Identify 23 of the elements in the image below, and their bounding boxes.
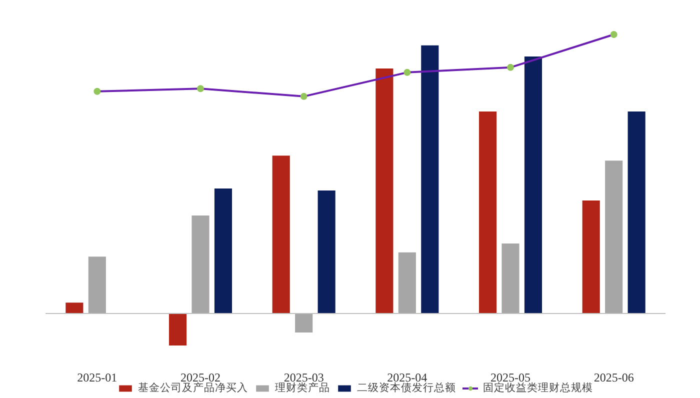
- bar: [272, 156, 290, 314]
- bar: [66, 302, 84, 314]
- bar: [192, 216, 210, 314]
- bar: [88, 256, 106, 314]
- legend-label: 二级资本债发行总额: [357, 381, 456, 395]
- bar: [376, 68, 394, 314]
- bar: [398, 252, 416, 314]
- x-tick-label: 2025-01: [77, 370, 118, 384]
- bar: [168, 313, 187, 346]
- legend-label: 理财类产品: [275, 381, 330, 395]
- bar: [582, 200, 600, 314]
- bar: [295, 313, 313, 332]
- bar: [421, 45, 439, 314]
- bar: [524, 56, 542, 314]
- bar: [502, 243, 520, 314]
- bar: [214, 188, 232, 314]
- x-tick-label: 2025-06: [594, 370, 634, 384]
- bar: [605, 160, 623, 314]
- bar: [478, 111, 497, 314]
- legend-label: 固定收益类理财总规模: [483, 381, 593, 395]
- bar: [628, 111, 646, 314]
- bar: [318, 190, 336, 314]
- legend-label: 基金公司及产品净买入: [138, 381, 248, 395]
